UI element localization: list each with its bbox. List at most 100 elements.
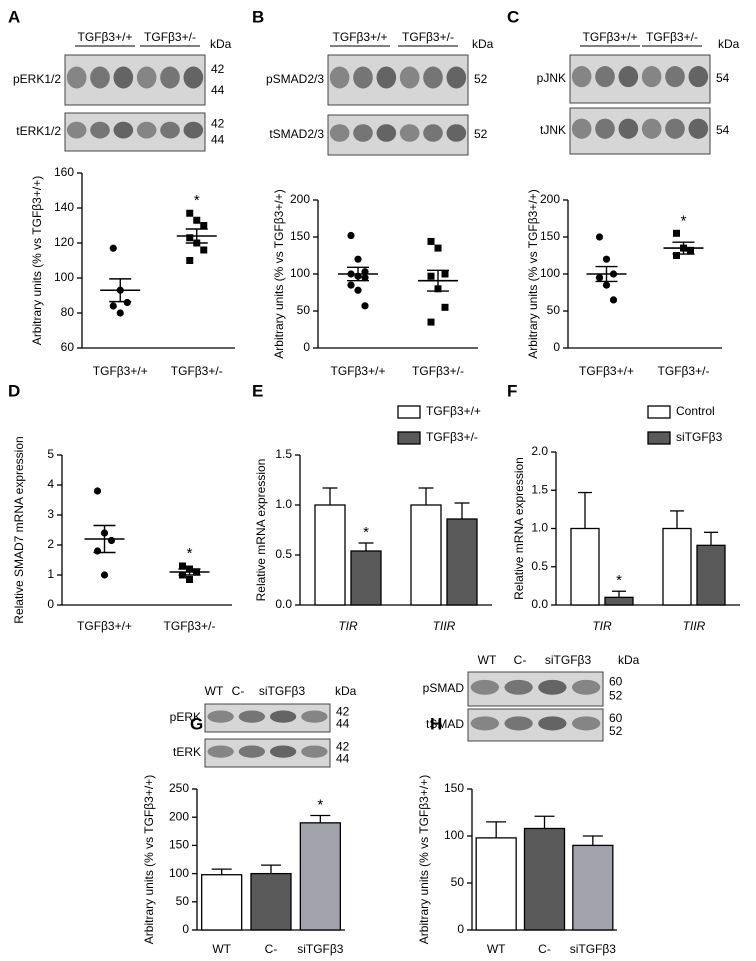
blot-unit: kDa [618, 653, 640, 667]
y-tick-label: 4 [47, 477, 54, 491]
blot-lane-label: TGFβ3+/+ [583, 30, 638, 44]
blot-lane-label: TGFβ3+/+ [333, 30, 388, 44]
blot-band [270, 745, 297, 758]
data-point [687, 246, 694, 254]
bar [572, 844, 614, 931]
y-tick-label: 100 [169, 866, 189, 880]
y-axis-label: Arbitrary units (% vs TGFβ3+/+) [30, 176, 44, 345]
y-tick-label: 100 [540, 266, 560, 280]
blot-size: 44 [211, 83, 225, 97]
bar [201, 874, 243, 931]
blot-band [301, 745, 328, 758]
bar [446, 518, 478, 606]
panel-letter: H [430, 714, 442, 733]
y-tick-label: 2 [47, 537, 54, 551]
panel-letter: G [190, 714, 203, 733]
blot-row-label: tSMAD [426, 717, 464, 731]
legend-label: Control [676, 404, 715, 418]
data-point [193, 216, 201, 224]
blot-size: 44 [336, 716, 350, 730]
blot-band [353, 124, 373, 142]
blot-size: 42 [336, 740, 350, 754]
data-point [427, 318, 435, 326]
blot-size: 42 [211, 62, 225, 76]
y-tick-label: 50 [547, 303, 561, 317]
data-point [107, 536, 116, 545]
significance-mark: * [616, 572, 622, 589]
y-tick-label: 0.5 [275, 547, 292, 561]
legend-swatch [397, 405, 421, 419]
data-point [361, 274, 369, 282]
blot-band [399, 124, 420, 142]
data-point [673, 252, 680, 259]
y-tick-label: 1 [47, 567, 54, 581]
data-point [427, 237, 435, 245]
y-tick-label: 1.5 [531, 482, 548, 496]
blot-band [446, 124, 467, 142]
y-axis-label: Arbitrary units (% vs TGFβ3+/+) [417, 775, 431, 944]
legend-label: TGFβ3+/+ [426, 404, 481, 418]
blot-image [569, 54, 711, 104]
y-axis-label: Relative mRNA expression [254, 459, 268, 602]
blot-size: 52 [474, 72, 488, 86]
blot-row-label: pJNK [537, 71, 566, 85]
data-point [200, 222, 208, 229]
blot-row-label: pSMAD2/3 [266, 72, 324, 86]
blot-band [183, 121, 204, 139]
data-point [434, 244, 442, 252]
bar [662, 527, 692, 606]
blot-size: 52 [609, 724, 623, 738]
x-tick-label: TIR [338, 619, 358, 633]
blot-band [595, 66, 615, 88]
blot-band [113, 66, 134, 89]
data-point [179, 562, 186, 570]
y-tick-label: 0 [457, 922, 464, 936]
y-tick-label: 150 [444, 781, 464, 795]
bar [350, 550, 382, 606]
blot-unit: kDa [718, 37, 740, 51]
data-point [347, 231, 355, 240]
x-tick-label: TGFβ3+/- [412, 364, 464, 378]
y-tick-label: 140 [54, 200, 74, 214]
blot-band [538, 716, 567, 731]
data-point [109, 244, 117, 252]
blot-size: 52 [474, 127, 488, 141]
data-point [441, 303, 449, 311]
blot-row-label: pERK [170, 710, 201, 724]
blot-band [376, 124, 397, 142]
y-tick-label: 100 [290, 266, 310, 280]
blot-row-label: pERK1/2 [13, 72, 61, 86]
y-tick-label: 0 [47, 597, 54, 611]
y-tick-label: 0.0 [531, 597, 548, 611]
data-point [186, 209, 194, 217]
data-point [595, 274, 604, 282]
x-tick-label: TIIR [683, 619, 706, 633]
blot-band [136, 121, 157, 139]
y-tick-label: 200 [169, 809, 189, 823]
blot-band [423, 124, 443, 142]
bar [299, 822, 341, 931]
data-point [100, 571, 109, 579]
y-tick-label: 0 [553, 340, 560, 354]
panel-letter: A [8, 7, 20, 26]
data-point [361, 302, 369, 310]
blot-band [160, 66, 180, 89]
blot-band [618, 66, 639, 88]
data-point [186, 257, 194, 264]
data-point [602, 255, 611, 263]
y-tick-label: 0 [303, 340, 310, 354]
x-tick-label: C- [538, 942, 551, 956]
blot-band [618, 118, 639, 139]
x-tick-label: TGFβ3+/+ [93, 364, 148, 378]
data-point [186, 234, 194, 242]
data-point [441, 270, 449, 278]
significance-mark: * [317, 796, 323, 813]
blot-lane-label: TGFβ3+/- [646, 30, 698, 44]
legend-swatch [397, 431, 421, 445]
blot-image [64, 112, 206, 152]
significance-mark: * [681, 212, 687, 229]
y-tick-label: 80 [61, 305, 75, 319]
data-point [123, 298, 131, 307]
blot-row-label: tERK [173, 745, 201, 759]
y-tick-label: 150 [540, 229, 560, 243]
